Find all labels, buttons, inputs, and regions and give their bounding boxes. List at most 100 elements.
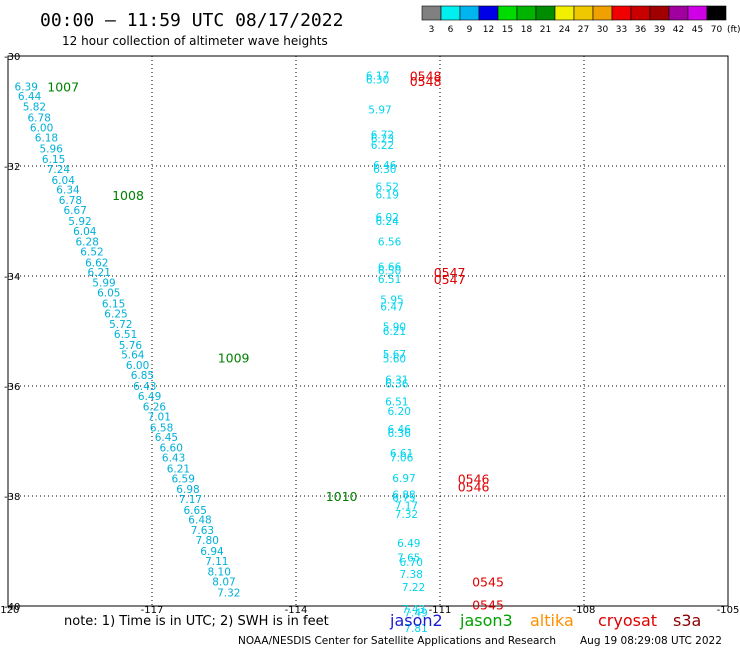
scale-label: 21 <box>540 25 551 35</box>
x-tick-label: -120 <box>0 605 19 616</box>
y-tick-label: -36 <box>4 382 20 393</box>
swh-value-jason3: 8.07 <box>212 576 235 588</box>
swh-value-jason3: 6.51 <box>114 329 137 341</box>
time-label-s3a: 0548 <box>410 74 442 89</box>
x-tick-label: -114 <box>285 605 308 616</box>
swh-value-s3a: 6.30 <box>373 164 396 176</box>
time-label-s3a: 0545 <box>472 574 504 589</box>
swh-value-jason3: 5.96 <box>40 143 64 155</box>
swh-value-jason3: 7.01 <box>148 411 171 423</box>
scale-label: 3 <box>429 25 435 35</box>
swh-value-s3a: 6.66 <box>378 262 402 274</box>
swh-value-jason3: 6.44 <box>18 91 42 103</box>
scale-swatch <box>554 5 575 21</box>
swh-value-s3a: 7.22 <box>402 582 425 594</box>
satellite-jason2: jason2 <box>389 611 443 630</box>
swh-value-s3a: 6.50 <box>378 266 401 278</box>
swh-value-s3a: 5.90 <box>383 322 406 334</box>
swh-value-jason3: 6.00 <box>30 123 53 135</box>
swh-value-s3a: 6.30 <box>366 75 389 87</box>
swh-value-jason3: 6.21 <box>88 267 111 279</box>
swh-value-jason3: 7.80 <box>196 535 219 547</box>
swh-value-s3a: 7.43 <box>402 604 425 616</box>
swh-value-jason3: 6.04 <box>52 175 76 187</box>
scale-swatch <box>497 5 518 21</box>
swh-value-jason3: 5.76 <box>119 340 143 352</box>
swh-value-jason3: 6.59 <box>172 473 195 485</box>
scale-swatch <box>649 5 670 21</box>
swh-value-s3a: 6.51 <box>378 274 401 286</box>
time-label-s3a: 0547 <box>434 272 466 287</box>
y-tick-label: -34 <box>4 272 20 283</box>
scale-label: 36 <box>635 25 647 35</box>
swh-value-jason3: 6.65 <box>184 505 207 517</box>
scale-swatch <box>706 5 727 21</box>
time-label-jason3: 1007 <box>47 79 79 94</box>
swh-value-s3a: 5.60 <box>383 354 406 366</box>
swh-value-s3a: 6.88 <box>392 489 415 501</box>
swh-value-s3a: 6.22 <box>371 140 394 152</box>
swh-value-jason3: 5.64 <box>121 350 145 362</box>
y-tick-label: -32 <box>4 162 20 173</box>
swh-value-jason3: 6.15 <box>102 299 125 311</box>
swh-value-jason3: 6.62 <box>85 257 108 269</box>
swh-value-s3a: 6.46 <box>388 424 412 436</box>
swh-value-s3a: 7.49 <box>404 608 427 620</box>
swh-value-s3a: 5.67 <box>383 349 406 361</box>
scale-swatch <box>611 5 632 21</box>
swh-value-s3a: 6.02 <box>376 212 399 224</box>
swh-value-s3a: 6.56 <box>378 236 402 248</box>
swh-value-jason3: 6.18 <box>35 132 58 144</box>
x-tick-label: -111 <box>429 605 452 616</box>
scale-label: 33 <box>616 25 627 35</box>
swh-labels: 6.396.445.826.786.006.185.966.157.246.04… <box>15 70 428 635</box>
scale-label: 39 <box>654 25 666 35</box>
swh-value-jason3: 6.04 <box>73 226 97 238</box>
swh-value-jason3: 6.05 <box>97 288 120 300</box>
scale-swatch <box>592 5 613 21</box>
swh-value-s3a: 6.20 <box>388 406 411 418</box>
scale-label: 70 <box>711 25 723 35</box>
swh-value-jason3: 8.10 <box>208 566 231 578</box>
swh-value-jason3: 6.60 <box>160 443 183 455</box>
scale-label: 12 <box>483 25 494 35</box>
swh-value-jason3: 6.25 <box>104 308 127 320</box>
swh-value-jason3: 6.15 <box>42 154 65 166</box>
swh-value-jason3: 6.45 <box>155 432 178 444</box>
time-label-s3a: 0547 <box>434 265 466 280</box>
swh-value-s3a: 6.51 <box>385 396 408 408</box>
time-label-s3a: 0548 <box>410 68 442 83</box>
swh-value-jason3: 6.43 <box>133 381 156 393</box>
swh-value-jason3: 6.78 <box>28 113 51 125</box>
swh-value-jason3: 6.94 <box>200 546 224 558</box>
swh-value-s3a: 6.75 <box>392 493 415 505</box>
satellite-legend: jason2 jason3 altika cryosat s3a <box>389 611 701 630</box>
swh-value-jason3: 6.67 <box>64 205 87 217</box>
satellite-jason3: jason3 <box>459 611 513 630</box>
scale-label: 24 <box>559 25 571 35</box>
x-tick-label: -117 <box>141 605 164 616</box>
scale-label: 15 <box>502 25 513 35</box>
scale-label: 30 <box>597 25 609 35</box>
swh-value-jason3: 6.43 <box>162 453 185 465</box>
swh-value-s3a: 6.17 <box>366 70 389 82</box>
time-label-jason3: 1009 <box>218 350 250 365</box>
swh-value-jason3: 6.00 <box>126 360 149 372</box>
swh-value-jason3: 6.28 <box>76 236 99 248</box>
chart-subtitle: 12 hour collection of altimeter wave hei… <box>62 34 328 48</box>
scale-swatch <box>535 5 556 21</box>
swh-value-s3a: 6.36 <box>385 378 409 390</box>
scale-label: 6 <box>448 25 454 35</box>
swh-value-s3a: 6.61 <box>390 448 413 460</box>
scale-swatch <box>668 5 689 21</box>
swh-value-s3a: 6.24 <box>376 216 400 228</box>
x-tick-label: -105 <box>717 605 740 616</box>
footer-timestamp: Aug 19 08:29:08 UTC 2022 <box>580 635 722 647</box>
swh-value-jason3: 5.82 <box>23 102 46 114</box>
y-tick-labels: -30 -32 -34 -36 -38 -40 <box>4 52 20 613</box>
y-tick-label: -40 <box>4 602 20 613</box>
swh-value-s3a: 5.95 <box>380 295 403 307</box>
swh-value-s3a: 6.97 <box>392 473 415 485</box>
